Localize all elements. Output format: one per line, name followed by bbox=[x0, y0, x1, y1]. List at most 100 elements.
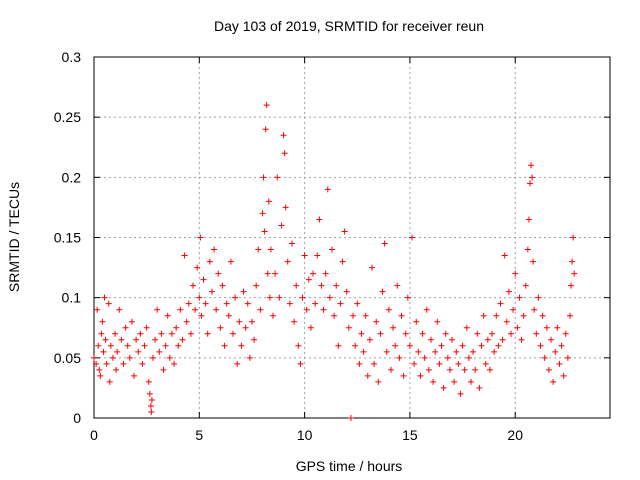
data-point bbox=[499, 336, 506, 343]
data-point bbox=[335, 342, 342, 349]
data-point bbox=[179, 336, 186, 343]
data-point bbox=[262, 126, 269, 133]
data-point bbox=[181, 252, 188, 259]
data-point bbox=[197, 234, 204, 241]
data-point bbox=[295, 342, 302, 349]
data-point bbox=[413, 318, 420, 325]
data-point bbox=[522, 282, 529, 289]
data-point bbox=[432, 348, 439, 355]
data-point bbox=[149, 354, 156, 361]
data-point bbox=[556, 360, 563, 367]
data-point bbox=[449, 336, 456, 343]
data-point bbox=[202, 300, 209, 307]
data-point bbox=[545, 366, 552, 373]
data-point bbox=[251, 336, 258, 343]
data-point bbox=[564, 354, 571, 361]
data-point bbox=[242, 324, 249, 331]
data-point bbox=[339, 258, 346, 265]
data-point bbox=[255, 246, 262, 253]
data-point bbox=[512, 270, 519, 277]
data-point bbox=[234, 360, 241, 367]
data-point bbox=[240, 288, 247, 295]
data-point bbox=[305, 276, 312, 283]
data-point bbox=[248, 318, 255, 325]
data-point bbox=[320, 306, 327, 313]
data-point bbox=[122, 324, 129, 331]
x-tick-label: 5 bbox=[195, 427, 203, 443]
data-point bbox=[531, 306, 538, 313]
data-point bbox=[101, 294, 108, 301]
data-point bbox=[451, 378, 458, 385]
data-point bbox=[284, 258, 291, 265]
data-point bbox=[316, 216, 323, 223]
data-point bbox=[480, 312, 487, 319]
data-point bbox=[436, 360, 443, 367]
data-point bbox=[364, 372, 371, 379]
data-point bbox=[528, 162, 535, 169]
data-point bbox=[227, 258, 234, 265]
data-point bbox=[206, 258, 213, 265]
data-point bbox=[230, 330, 237, 337]
data-point bbox=[147, 402, 154, 409]
data-point bbox=[118, 336, 125, 343]
data-point bbox=[354, 300, 361, 307]
data-point bbox=[461, 366, 468, 373]
data-point bbox=[173, 324, 180, 331]
data-point bbox=[112, 330, 119, 337]
data-point bbox=[472, 366, 479, 373]
data-point bbox=[520, 312, 527, 319]
data-point bbox=[97, 372, 104, 379]
data-point bbox=[539, 312, 546, 319]
data-point bbox=[337, 300, 344, 307]
data-point bbox=[440, 384, 447, 391]
data-point bbox=[358, 330, 365, 337]
data-point bbox=[272, 270, 279, 277]
data-point bbox=[569, 258, 576, 265]
data-point bbox=[552, 348, 559, 355]
data-point bbox=[482, 360, 489, 367]
data-point bbox=[322, 270, 329, 277]
data-point bbox=[221, 342, 228, 349]
data-point bbox=[128, 318, 135, 325]
data-point bbox=[293, 282, 300, 289]
y-tick-label: 0.1 bbox=[62, 290, 82, 306]
data-point bbox=[109, 354, 116, 361]
data-point bbox=[377, 330, 384, 337]
data-point bbox=[423, 306, 430, 313]
x-axis-label: GPS time / hours bbox=[296, 458, 403, 474]
data-point bbox=[310, 270, 317, 277]
data-point bbox=[152, 336, 159, 343]
data-point bbox=[390, 324, 397, 331]
data-point bbox=[160, 366, 167, 373]
data-point bbox=[113, 366, 120, 373]
data-point bbox=[543, 324, 550, 331]
data-point bbox=[366, 336, 373, 343]
data-point bbox=[94, 306, 101, 313]
data-point bbox=[476, 384, 483, 391]
data-point bbox=[266, 294, 273, 301]
data-point bbox=[394, 282, 401, 289]
data-point bbox=[318, 282, 325, 289]
data-point bbox=[107, 342, 114, 349]
data-point bbox=[141, 342, 148, 349]
data-point bbox=[265, 198, 272, 205]
data-point bbox=[489, 330, 496, 337]
grid-lines bbox=[94, 57, 610, 418]
data-point bbox=[535, 294, 542, 301]
data-point bbox=[465, 354, 472, 361]
data-point bbox=[189, 282, 196, 289]
data-point bbox=[369, 264, 376, 271]
data-point bbox=[171, 360, 178, 367]
data-point bbox=[411, 360, 418, 367]
data-point bbox=[560, 372, 567, 379]
data-point bbox=[495, 342, 502, 349]
data-point bbox=[164, 312, 171, 319]
data-point bbox=[362, 312, 369, 319]
chart-title: Day 103 of 2019, SRMTID for receiver reu… bbox=[214, 18, 484, 34]
data-point bbox=[301, 252, 308, 259]
data-point bbox=[146, 390, 153, 397]
data-point bbox=[427, 336, 434, 343]
data-point bbox=[156, 348, 163, 355]
data-point bbox=[415, 348, 422, 355]
data-point bbox=[204, 330, 211, 337]
